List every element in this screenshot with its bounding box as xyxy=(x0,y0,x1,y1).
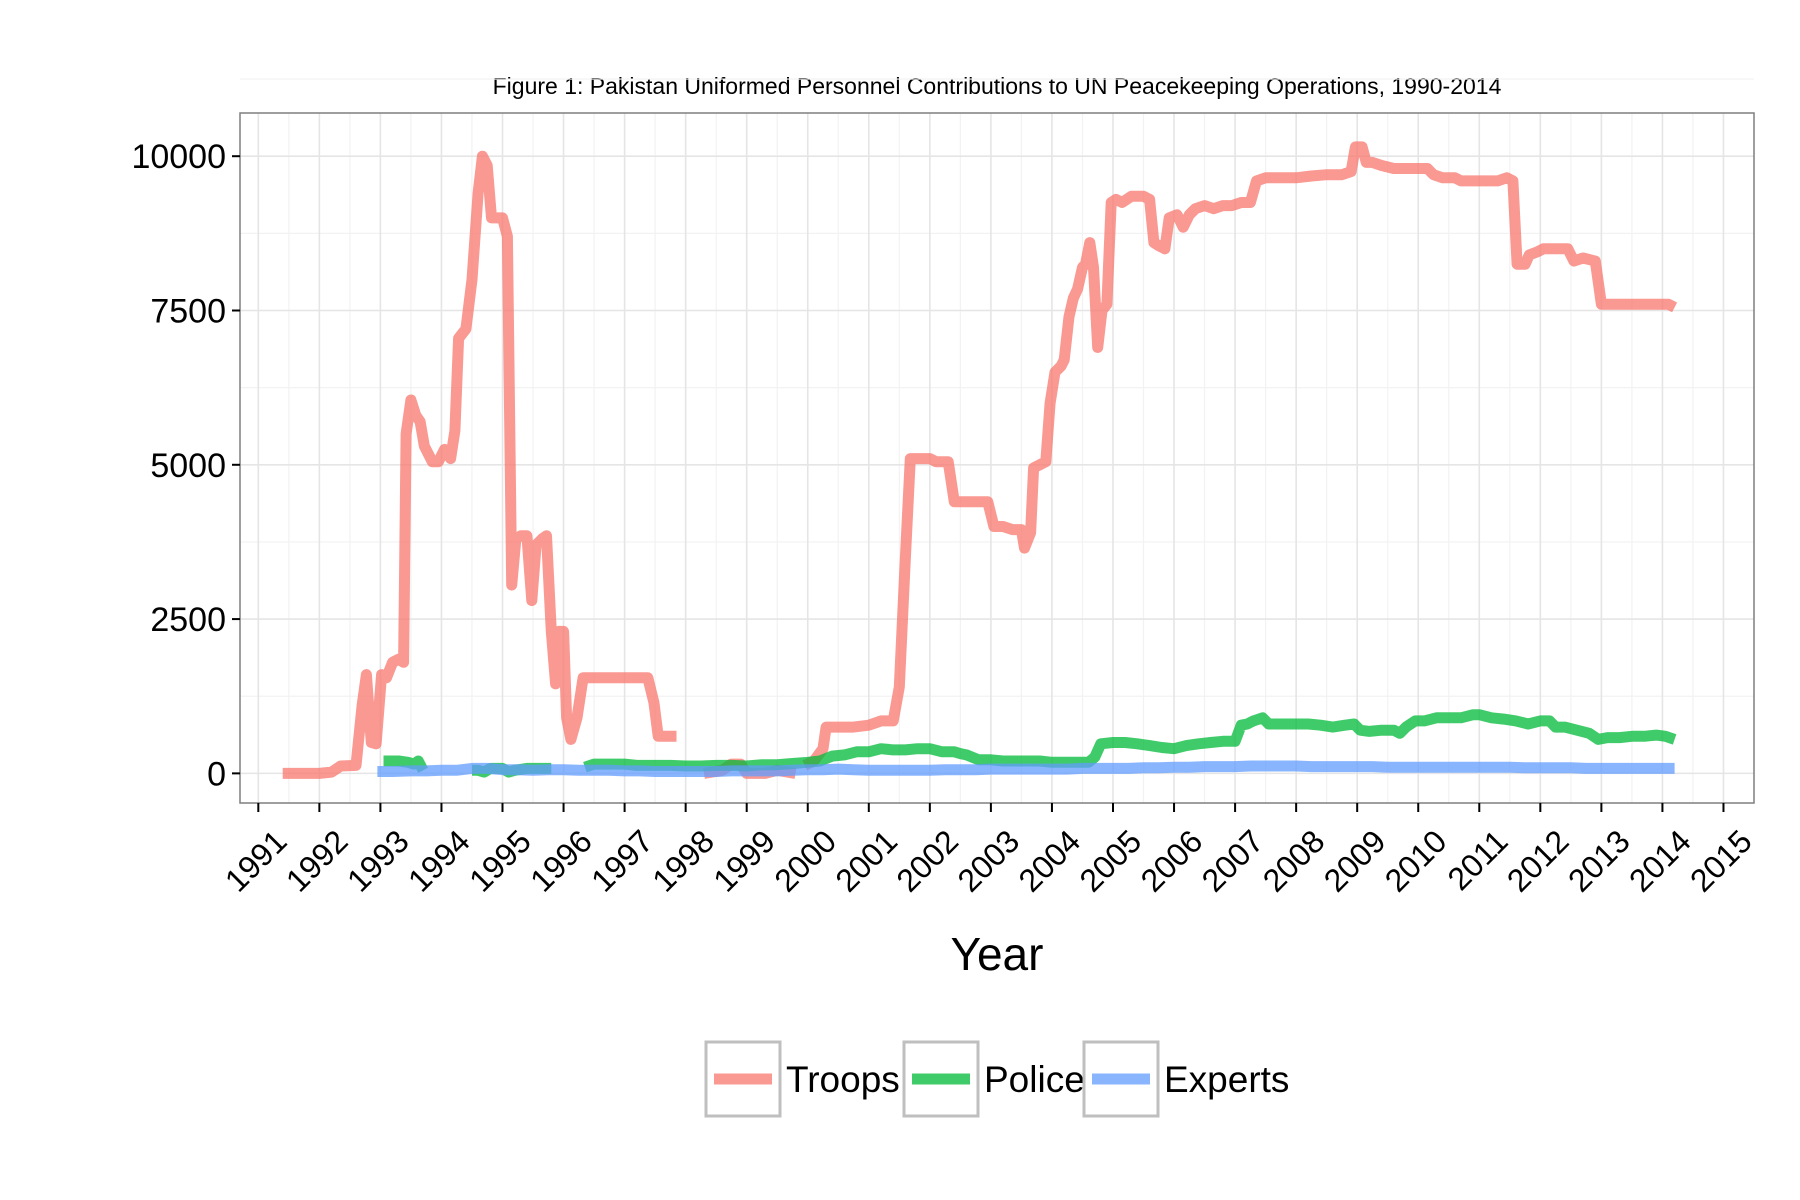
series-layer xyxy=(282,141,1678,779)
x-tick-label: 1996 xyxy=(523,823,599,899)
x-tick-label: 2010 xyxy=(1378,823,1454,899)
legend-item-experts: Experts xyxy=(1082,1040,1289,1118)
x-tick-label: 2006 xyxy=(1134,823,1210,899)
x-axis-title: Year xyxy=(951,928,1044,980)
x-tick-label: 2003 xyxy=(950,823,1026,899)
x-tick-label: 2002 xyxy=(889,823,965,899)
x-tick-label: 1993 xyxy=(340,823,416,899)
x-tick-label: 2005 xyxy=(1073,823,1149,899)
series-line-troops xyxy=(282,150,677,779)
y-tick-label: 7500 xyxy=(150,292,226,330)
x-tick-label: 2004 xyxy=(1012,823,1088,899)
chart-title: Figure 1: Pakistan Uniformed Personnel C… xyxy=(493,73,1502,99)
legend-label: Experts xyxy=(1164,1059,1289,1100)
grid-layer xyxy=(240,78,1754,803)
legend: Troops Police Experts xyxy=(704,1040,1289,1118)
series-experts xyxy=(377,760,1675,777)
series-line-troops xyxy=(802,141,1678,771)
x-tick-label: 1998 xyxy=(645,823,721,899)
legend-item-troops: Troops xyxy=(704,1040,900,1118)
legend-label: Police xyxy=(984,1059,1085,1100)
y-tick-label: 10000 xyxy=(131,138,226,176)
x-tick-label: 2012 xyxy=(1500,823,1576,899)
plot-border xyxy=(239,112,1755,804)
y-tick-label: 5000 xyxy=(150,447,226,485)
x-tick-label: 1994 xyxy=(401,823,477,899)
x-tick-label: 1997 xyxy=(584,823,660,899)
y-tick-label: 0 xyxy=(207,755,226,793)
x-tick-label: 1999 xyxy=(706,823,782,899)
series-line-police xyxy=(583,709,1677,773)
x-tick-label: 1992 xyxy=(279,823,355,899)
legend-item-police: Police xyxy=(902,1040,1085,1118)
y-tick-label: 2500 xyxy=(150,601,226,639)
series-line-experts xyxy=(377,760,1675,777)
x-tick-label: 2011 xyxy=(1441,823,1515,897)
x-tick-label: 2014 xyxy=(1622,823,1698,899)
legend-label: Troops xyxy=(786,1059,900,1100)
x-tick-label: 2008 xyxy=(1256,823,1332,899)
plot-panel xyxy=(240,113,1754,803)
x-tick-label: 1995 xyxy=(462,823,538,899)
x-tick-label: 2009 xyxy=(1317,823,1393,899)
x-tick-label: 1991 xyxy=(218,823,294,899)
series-line-police xyxy=(383,755,428,773)
x-tick-label: 2000 xyxy=(767,823,843,899)
x-tick-label: 2007 xyxy=(1195,823,1271,899)
x-tick-label: 2013 xyxy=(1561,823,1637,899)
x-tick-label: 2015 xyxy=(1683,823,1759,899)
x-tick-label: 2001 xyxy=(828,823,904,899)
